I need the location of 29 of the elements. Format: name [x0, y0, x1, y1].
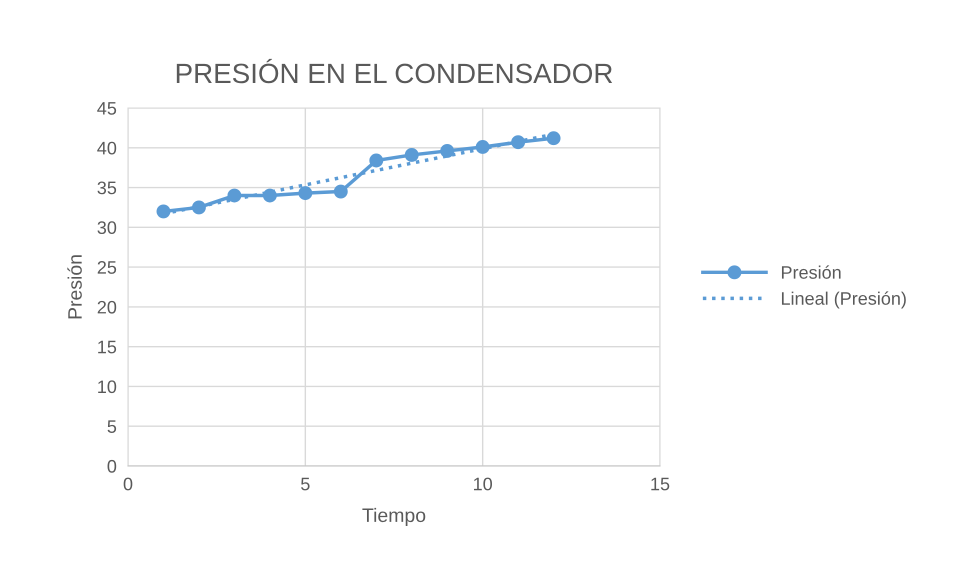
y-tick-label: 15 — [98, 340, 116, 354]
y-tick-label: 0 — [108, 460, 116, 473]
y-tick-label: 10 — [98, 380, 116, 394]
x-tick-label: 5 — [301, 478, 310, 490]
x-tick-label: 0 — [124, 478, 132, 490]
y-tick-label: 35 — [97, 181, 116, 194]
y-tick-label: 30 — [97, 221, 116, 234]
point — [404, 148, 419, 162]
point — [227, 188, 242, 202]
y-tick-label: 45 — [97, 102, 116, 115]
y-tick-label: 5 — [108, 420, 116, 433]
point — [511, 135, 526, 150]
x-tick-label: 10 — [474, 478, 492, 490]
x-axis-title: Tiempo — [362, 508, 426, 526]
point — [369, 154, 384, 168]
chart-title: PRESIÓN EN EL CONDENSADOR — [176, 58, 612, 84]
point — [546, 131, 561, 146]
y-tick-label: 25 — [98, 261, 116, 274]
legend-label: Lineal (Presión) — [782, 291, 906, 308]
point — [476, 140, 490, 154]
point — [156, 204, 170, 218]
y-tick-label: 20 — [98, 300, 116, 314]
point — [334, 184, 348, 198]
point — [298, 186, 312, 200]
y-axis-title: Presión — [67, 255, 82, 318]
legend-label: Presión — [782, 265, 841, 279]
y-tick-label: 40 — [97, 142, 116, 154]
point — [440, 144, 454, 158]
x-tick-label: 15 — [651, 478, 670, 490]
